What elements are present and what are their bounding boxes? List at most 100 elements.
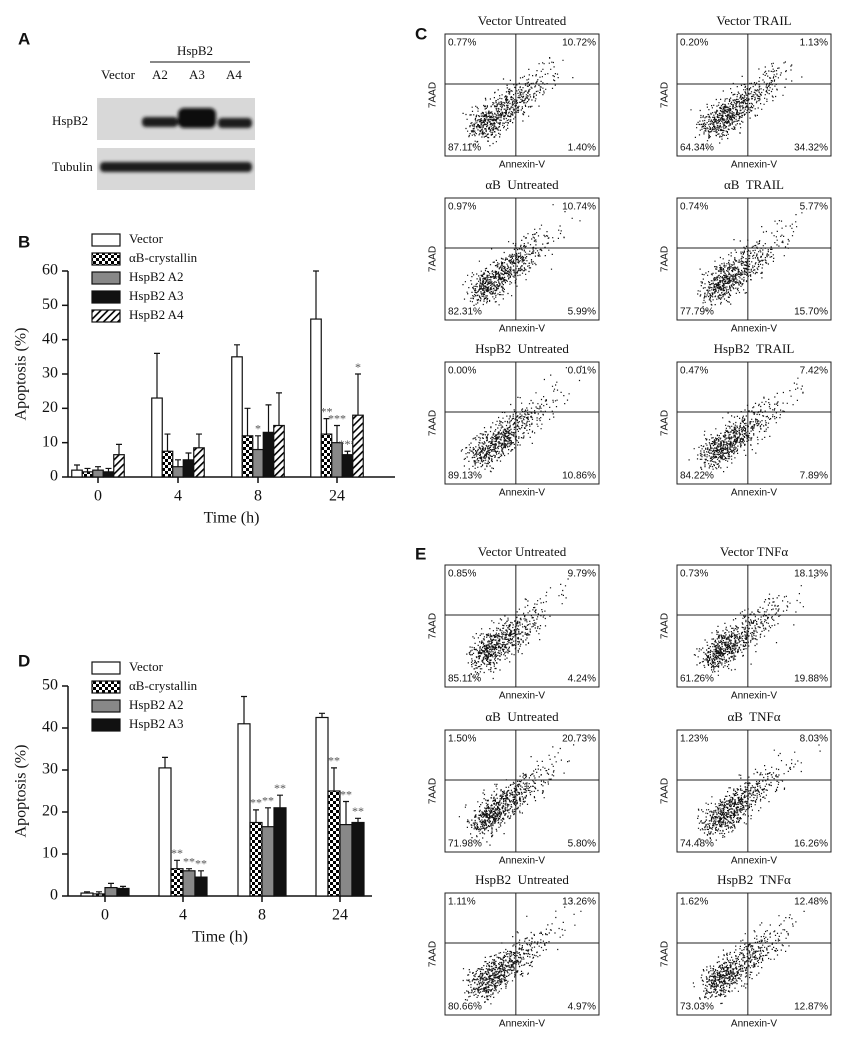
quadrant-label: 15.70% bbox=[794, 307, 828, 318]
y-tick-label: 30 bbox=[42, 761, 58, 778]
x-tick-label: 4 bbox=[174, 488, 182, 505]
y-axis-label: 7AAD bbox=[428, 246, 439, 272]
quadrant-label: 87.11% bbox=[448, 143, 481, 154]
quadrant-label: 1.50% bbox=[448, 734, 476, 745]
plot-frame bbox=[676, 564, 832, 688]
x-axis-label: Annexin-V bbox=[731, 856, 777, 867]
dots bbox=[462, 57, 574, 147]
significance: ** bbox=[274, 781, 286, 795]
quadrant-label: 71.98% bbox=[448, 839, 482, 850]
quadrant-label: 9.79% bbox=[568, 569, 596, 580]
plot-title: HspB2 Untreated bbox=[475, 341, 569, 356]
bar bbox=[320, 433, 333, 478]
quadrant-label: 0.47% bbox=[680, 366, 708, 377]
quadrant-label: 80.66% bbox=[448, 1002, 482, 1013]
quadrant-label: 0.20% bbox=[680, 38, 708, 49]
plot-frame bbox=[676, 33, 832, 157]
plot-frame bbox=[444, 564, 600, 688]
y-axis-label: 7AAD bbox=[428, 778, 439, 804]
band bbox=[178, 108, 216, 128]
bar bbox=[352, 414, 364, 478]
lane-label: Vector bbox=[101, 67, 136, 82]
bar bbox=[182, 459, 195, 478]
bar bbox=[261, 826, 275, 897]
error-bar bbox=[323, 418, 330, 435]
quadrant-label: 0.00% bbox=[448, 366, 476, 377]
quadrant-label: 84.22% bbox=[680, 471, 714, 482]
dots bbox=[462, 899, 582, 1005]
x-axis-label: Annexin-V bbox=[499, 488, 545, 499]
bar bbox=[249, 821, 263, 897]
quadrant-label: 1.40% bbox=[568, 143, 596, 154]
legend-label: HspB2 A4 bbox=[129, 307, 184, 322]
legend-swatch bbox=[91, 271, 121, 285]
error-bar bbox=[96, 891, 102, 894]
bar bbox=[172, 466, 184, 478]
bar bbox=[327, 790, 341, 897]
plot-frame bbox=[444, 33, 600, 157]
y-axis-label: Apoptosis (%) bbox=[13, 745, 30, 838]
lane-label: A2 bbox=[152, 67, 168, 82]
error-bar bbox=[116, 443, 122, 455]
quadrant-label: 8.03% bbox=[800, 734, 828, 745]
quadrant-label: 12.87% bbox=[794, 1002, 828, 1013]
panel-label: E bbox=[415, 544, 426, 563]
quadrant-label: 0.01% bbox=[568, 366, 596, 377]
quadrant-label: 5.80% bbox=[568, 839, 596, 850]
legend-swatch bbox=[91, 309, 121, 323]
y-axis-label: 7AAD bbox=[660, 246, 671, 272]
bar bbox=[92, 469, 104, 478]
y-tick-label: 60 bbox=[42, 262, 58, 279]
y-axis-label: 7AAD bbox=[660, 778, 671, 804]
quadrant-label: 10.72% bbox=[562, 38, 596, 49]
error-bar bbox=[334, 424, 340, 443]
plot-title: Vector TRAIL bbox=[716, 13, 791, 28]
y-axis-label: 7AAD bbox=[660, 613, 671, 639]
x-axis-label: Annexin-V bbox=[731, 1019, 777, 1030]
plot-frame bbox=[444, 361, 600, 485]
row-label: HspB2 bbox=[52, 113, 88, 128]
bar bbox=[116, 887, 130, 897]
bar bbox=[182, 870, 196, 897]
significance: ** bbox=[171, 846, 183, 860]
x-axis-label: Annexin-V bbox=[499, 691, 545, 702]
x-tick-label: 8 bbox=[258, 907, 266, 924]
plot-title: αB Untreated bbox=[485, 177, 559, 192]
significance: ** bbox=[321, 404, 333, 418]
quadrant-label: 0.73% bbox=[680, 569, 708, 580]
quadrant-label: 1.13% bbox=[800, 38, 828, 49]
error-bar bbox=[105, 467, 112, 472]
significance: ** bbox=[195, 857, 207, 871]
legend-label: Vector bbox=[129, 231, 164, 246]
error-bar bbox=[120, 885, 126, 889]
panel-label: A bbox=[18, 29, 30, 48]
x-axis-label: Annexin-V bbox=[731, 160, 777, 171]
y-tick-label: 20 bbox=[42, 803, 58, 820]
quadrant-label: 10.86% bbox=[562, 471, 596, 482]
quadrant-label: 0.74% bbox=[680, 202, 708, 213]
panel-label: D bbox=[18, 651, 30, 670]
x-axis-label: Annexin-V bbox=[499, 1019, 545, 1030]
dots bbox=[690, 61, 803, 149]
x-axis-label: Annexin-V bbox=[499, 856, 545, 867]
significance: *** bbox=[339, 437, 357, 451]
y-axis-label: 7AAD bbox=[428, 82, 439, 108]
lane-label: A4 bbox=[226, 67, 242, 82]
quadrant-label: 74.48% bbox=[680, 839, 714, 850]
x-tick-label: 0 bbox=[94, 488, 102, 505]
quadrant-label: 64.34% bbox=[680, 143, 714, 154]
dots bbox=[693, 577, 816, 677]
plot-title: Vector Untreated bbox=[478, 544, 567, 559]
y-axis-label: 7AAD bbox=[660, 82, 671, 108]
plot-frame bbox=[444, 892, 600, 1016]
legend-swatch bbox=[91, 252, 121, 266]
y-axis-label: 7AAD bbox=[428, 941, 439, 967]
y-axis-label: 7AAD bbox=[660, 410, 671, 436]
plot-title: Vector Untreated bbox=[478, 13, 567, 28]
error-bar bbox=[244, 407, 251, 436]
error-bar bbox=[74, 464, 80, 471]
y-axis-label: 7AAD bbox=[428, 613, 439, 639]
quadrant-label: 18.13% bbox=[794, 569, 828, 580]
bar bbox=[92, 893, 106, 897]
bar bbox=[237, 723, 251, 897]
